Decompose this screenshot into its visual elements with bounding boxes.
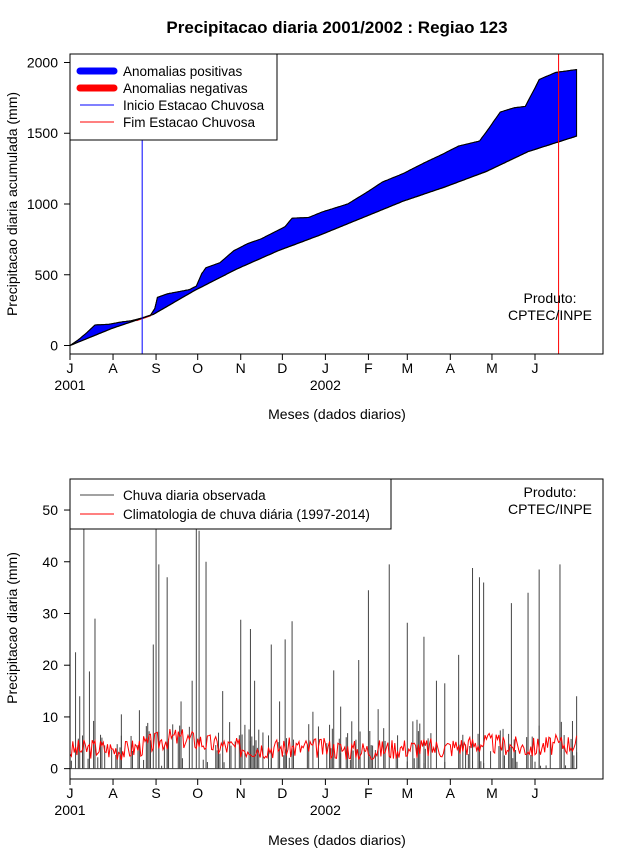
plot1-legend: Anomalias positivas Anomalias negativas … <box>69 53 278 141</box>
x-tick-label: J <box>531 360 538 376</box>
y-tick-label: 1000 <box>27 196 58 212</box>
x-tick-label: S <box>151 360 160 376</box>
plot2-legend: Chuva diaria observada Climatologia de c… <box>69 478 392 530</box>
daily-rain-bars <box>70 510 578 770</box>
plot1-y-axis: 0 500 1000 1500 2000 <box>27 54 70 354</box>
x-tick-label: N <box>236 785 246 801</box>
climatology-cumulative-line <box>69 135 577 347</box>
plot1-annotation-line1: Produto: <box>524 290 577 306</box>
plot1-annotation-line2: CPTEC/INPE <box>508 307 592 323</box>
x-tick-label: J <box>67 785 74 801</box>
y-tick-label: 30 <box>42 605 58 621</box>
x-tick-label: S <box>151 785 160 801</box>
year-label: 2001 <box>54 802 85 818</box>
plot2-annotation-line1: Produto: <box>524 484 577 500</box>
x-tick-label: J <box>322 785 329 801</box>
x-tick-label: J <box>531 785 538 801</box>
x-tick-label: F <box>364 360 373 376</box>
y-tick-label: 40 <box>42 554 58 570</box>
chart1-title: Precipitacao diaria 2001/2002 : Regiao 1… <box>166 18 507 37</box>
x-tick-label: O <box>192 785 203 801</box>
x-tick-label: D <box>277 785 287 801</box>
plot2-xlabel: Meses (dados diarios) <box>268 832 406 848</box>
legend-label-start: Inicio Estacao Chuvosa <box>123 98 265 113</box>
x-tick-label: A <box>108 360 118 376</box>
x-tick-label: M <box>401 360 413 376</box>
y-tick-label: 2000 <box>27 54 58 70</box>
legend-label-end: Fim Estacao Chuvosa <box>123 115 256 130</box>
year-label: 2002 <box>310 377 341 393</box>
x-tick-label: A <box>108 785 118 801</box>
legend-label-observed: Chuva diaria observada <box>123 488 266 503</box>
legend-label-negative: Anomalias negativas <box>123 81 248 96</box>
year-label: 2001 <box>54 377 85 393</box>
plot1-xlabel: Meses (dados diarios) <box>268 406 406 422</box>
daily-climatology-line <box>69 729 578 761</box>
x-tick-label: A <box>446 360 456 376</box>
legend-label-positive: Anomalias positivas <box>123 64 243 79</box>
legend-label-climatology: Climatologia de chuva diária (1997-2014) <box>123 507 370 522</box>
x-tick-label: A <box>446 785 456 801</box>
x-tick-label: D <box>277 360 287 376</box>
plot1-ylabel: Precipitacao diaria acumulada (mm) <box>4 92 20 316</box>
y-tick-label: 50 <box>42 502 58 518</box>
y-tick-label: 10 <box>42 709 58 725</box>
x-tick-label: J <box>322 360 329 376</box>
x-tick-label: M <box>486 785 498 801</box>
y-tick-label: 0 <box>50 338 58 354</box>
x-tick-label: M <box>401 785 413 801</box>
observed-cumulative-line <box>69 69 577 346</box>
x-tick-label: J <box>67 360 74 376</box>
year-label: 2002 <box>310 802 341 818</box>
plot2-annotation-line2: CPTEC/INPE <box>508 501 592 517</box>
x-tick-label: M <box>486 360 498 376</box>
y-tick-label: 500 <box>35 267 59 283</box>
plot2-y-axis: 0 10 20 30 40 50 <box>42 502 70 777</box>
x-tick-label: N <box>236 360 246 376</box>
plot2-ylabel: Precipitacao diaria (mm) <box>4 552 20 704</box>
y-tick-label: 1500 <box>27 125 58 141</box>
x-tick-label: F <box>364 785 373 801</box>
x-tick-label: O <box>192 360 203 376</box>
y-tick-label: 20 <box>42 657 58 673</box>
y-tick-label: 0 <box>50 761 58 777</box>
